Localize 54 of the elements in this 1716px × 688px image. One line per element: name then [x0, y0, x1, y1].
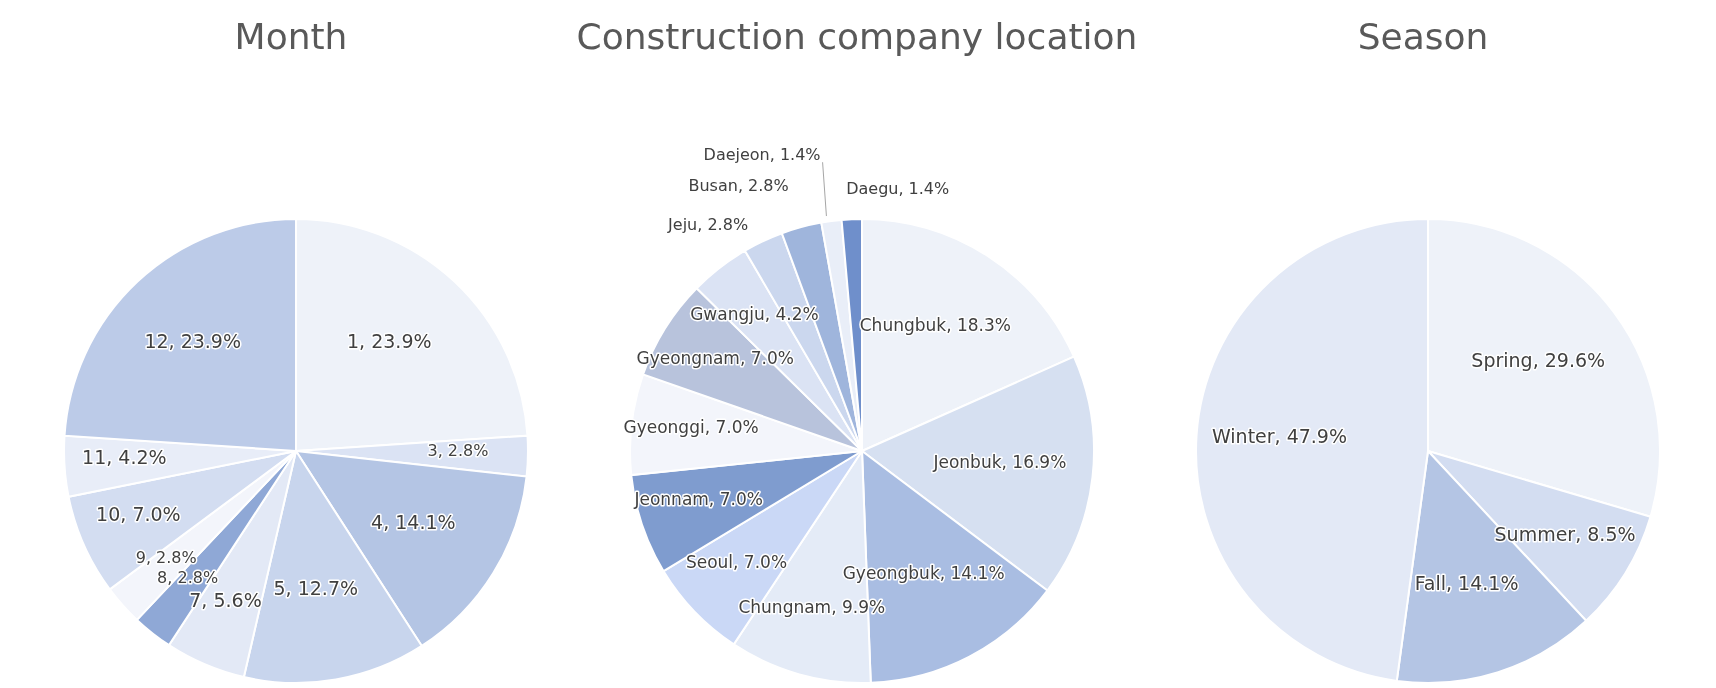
data-label: , 2.8%	[737, 175, 789, 195]
data-label: , 7.0%	[120, 502, 181, 525]
data-label: , 29.6%	[1532, 348, 1606, 371]
data-label: , 14.1%	[1446, 572, 1519, 595]
data-label: , 1.4%	[769, 144, 821, 164]
slice-label: 3	[427, 440, 438, 460]
chart-title: Season	[1356, 16, 1490, 57]
data-label: , 12.7%	[285, 576, 359, 599]
data-label: , 2.8%	[145, 547, 197, 567]
data-label: , 4.2%	[106, 446, 167, 469]
data-label: , 4.2%	[764, 304, 819, 325]
slice-label: Spring	[1471, 348, 1533, 371]
slice-label: Busan	[688, 175, 738, 195]
data-label: , 2.8%	[697, 214, 749, 234]
slice-label: Seoul	[685, 551, 734, 572]
slice-label: Jeonbuk	[932, 452, 1002, 473]
slice-label: 10	[96, 502, 121, 525]
slice-label: 12	[144, 329, 169, 352]
slice-label: 5	[273, 576, 286, 599]
data-label: , 1.4%	[898, 178, 950, 198]
data-label: , 14.1%	[939, 563, 1005, 584]
data-label: , 7.0%	[733, 551, 788, 572]
slice-label: Chungnam	[738, 596, 832, 617]
slice-label: 9	[135, 547, 146, 567]
data-label: , 23.9%	[359, 329, 432, 352]
data-label: , 47.9%	[1274, 425, 1348, 448]
slice-label: Daejeon	[703, 144, 770, 164]
data-label: , 7.0%	[739, 347, 794, 368]
slice-label: Gyeonggi	[623, 416, 705, 437]
slice-label: 4	[371, 510, 384, 533]
slice-label: 8	[157, 567, 168, 587]
data-label: , 7.0%	[708, 489, 763, 510]
slice-label: 1	[347, 329, 360, 352]
data-label: , 8.5%	[1575, 522, 1636, 545]
slice-label: Gyeongbuk	[842, 563, 940, 584]
slice-label: Summer	[1494, 522, 1576, 545]
data-label: , 23.9%	[168, 329, 242, 352]
chart-title: Construction company location	[575, 16, 1139, 57]
slice-label: 11	[82, 446, 107, 469]
slice-label: Daegu	[846, 178, 899, 198]
slice-label: Fall	[1414, 572, 1447, 595]
data-label: , 2.8%	[437, 440, 489, 460]
slice-label: Gyeongnam	[636, 347, 740, 368]
slice-label: Winter	[1211, 425, 1275, 448]
slice-label: Jeju	[667, 214, 698, 234]
data-label: , 18.3%	[946, 315, 1011, 336]
data-label: , 9.9%	[831, 596, 886, 617]
data-label: , 7.0%	[704, 416, 759, 437]
data-label: , 16.9%	[1001, 452, 1067, 473]
slice-label: Gwangju	[690, 304, 765, 325]
data-label: , 14.1%	[383, 510, 456, 533]
data-label: , 5.6%	[201, 588, 262, 611]
chart-title: Month	[233, 16, 349, 57]
slice-label: 7	[189, 588, 202, 611]
